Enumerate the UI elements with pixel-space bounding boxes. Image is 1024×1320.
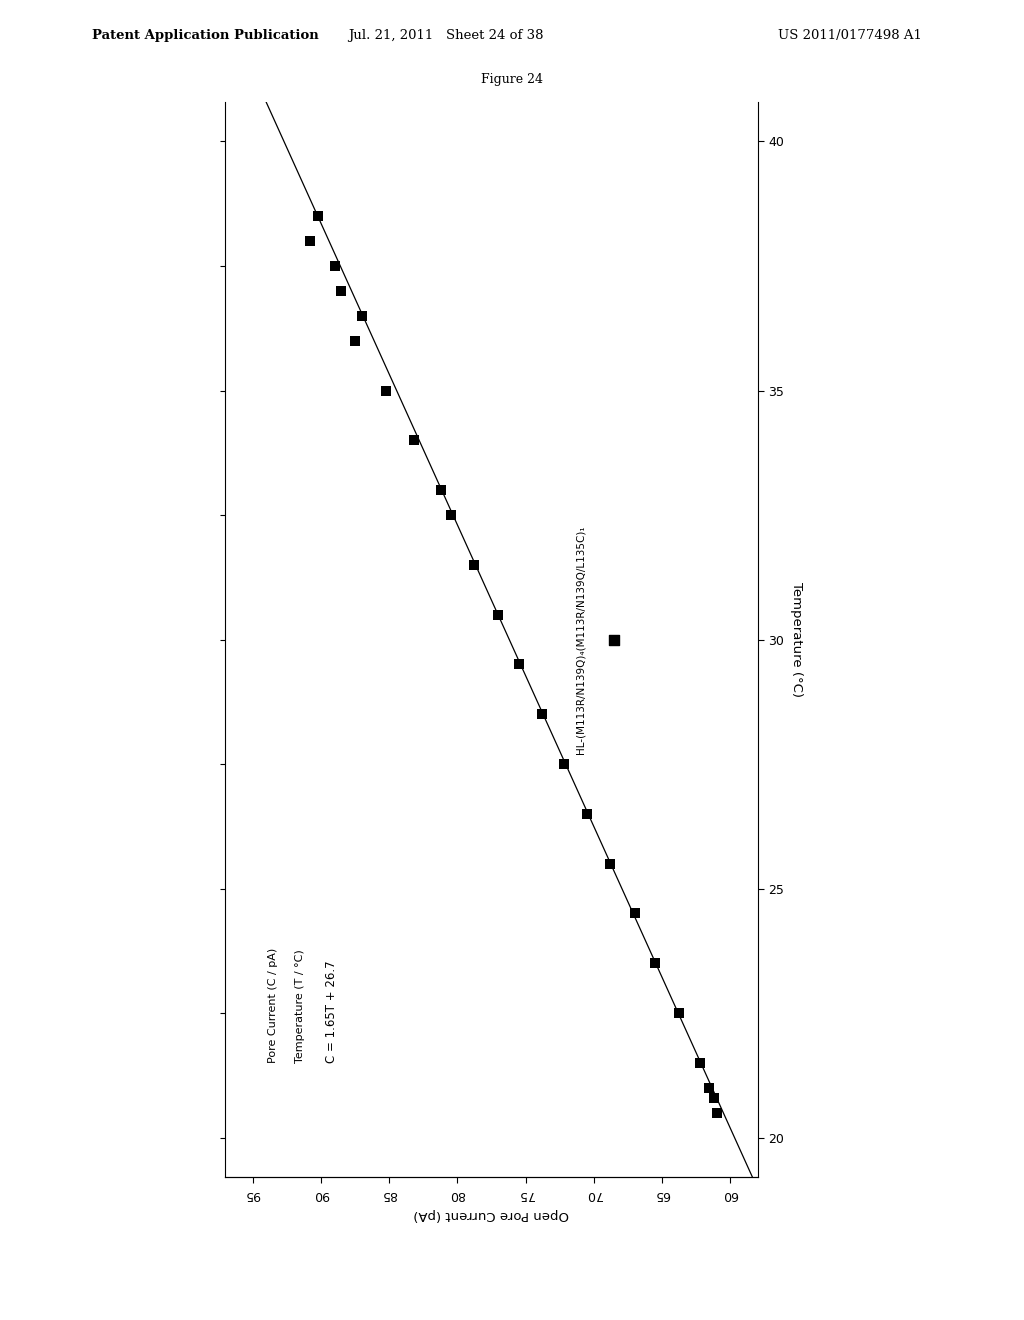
Point [378,380,394,401]
Text: Figure 24: Figure 24 [481,73,543,86]
Text: C = 1.65T + 26.7: C = 1.65T + 26.7 [326,960,338,1063]
Point [490,605,507,626]
Point [627,903,643,924]
Point [442,504,459,525]
Point [602,853,618,874]
Point [466,554,482,576]
Point [333,280,349,301]
Point [579,804,595,825]
Text: US 2011/0177498 A1: US 2011/0177498 A1 [777,29,922,42]
Point [671,1002,687,1023]
Text: Patent Application Publication: Patent Application Publication [92,29,318,42]
Point [302,231,318,252]
Point [709,1102,725,1123]
Point [327,256,343,277]
Point [511,653,527,675]
Point [556,754,572,775]
Point [647,953,664,974]
Point [706,1088,722,1109]
Point [606,628,623,649]
Point [433,479,450,500]
Text: HL-(M113R/N139Q)₄(M113R/N139Q/L135C)₁: HL-(M113R/N139Q)₄(M113R/N139Q/L135C)₁ [575,525,586,754]
Text: Pore Current (C / pA): Pore Current (C / pA) [268,948,279,1063]
Y-axis label: Temperature (°C): Temperature (°C) [791,582,804,697]
X-axis label: Open Pore Current (pA): Open Pore Current (pA) [414,1208,569,1221]
Text: Temperature (T / °C): Temperature (T / °C) [295,949,305,1063]
Point [406,430,422,451]
Point [353,305,370,326]
Point [347,330,364,351]
Point [692,1052,709,1073]
Text: Jul. 21, 2011   Sheet 24 of 38: Jul. 21, 2011 Sheet 24 of 38 [348,29,543,42]
Point [534,704,550,725]
Point [700,1077,717,1098]
Point [310,206,327,227]
